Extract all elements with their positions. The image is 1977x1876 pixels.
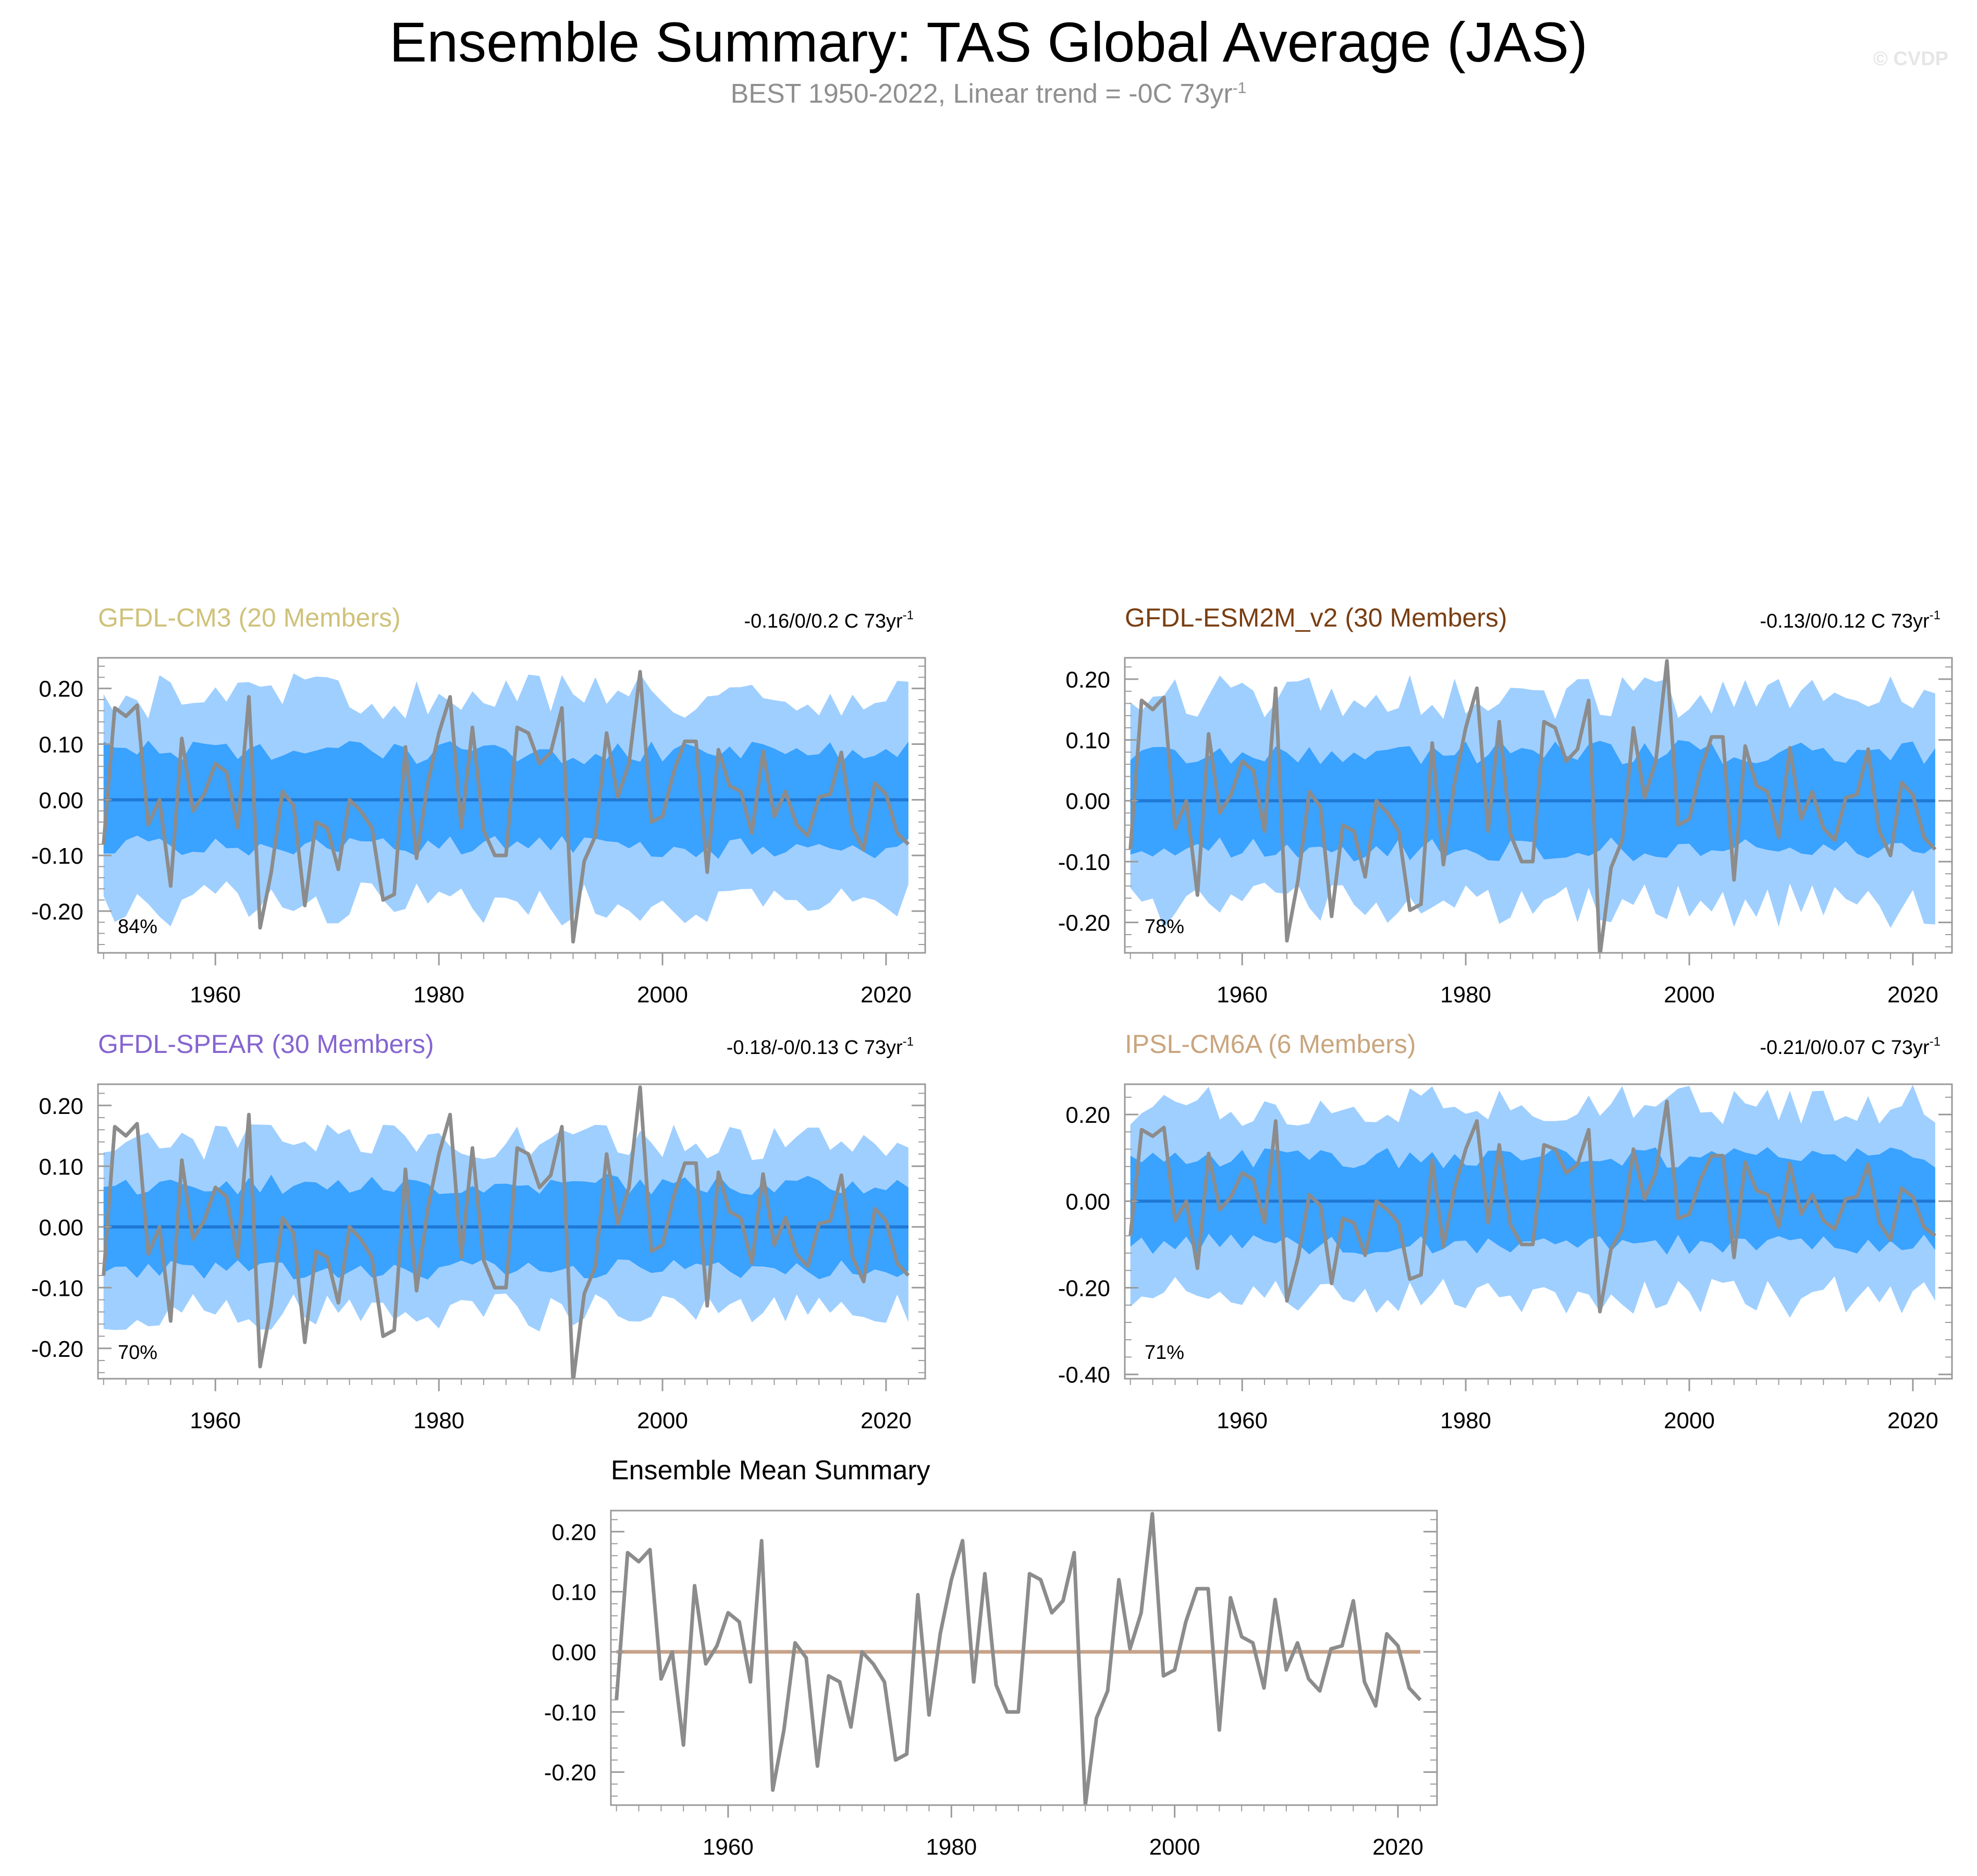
- x-tick-label: 1960: [1217, 982, 1268, 1008]
- x-tick-label: 1960: [190, 982, 241, 1008]
- cvdp-watermark: © CVDP: [1873, 48, 1948, 70]
- y-tick-label: 0.20: [1065, 667, 1110, 693]
- x-tick-label: 2000: [1664, 1408, 1715, 1433]
- plot-area: [1128, 1085, 1936, 1318]
- plot-frame: [97, 657, 926, 954]
- y-tick-label: 0.10: [39, 732, 83, 758]
- y-tick-label: 0.00: [551, 1640, 596, 1665]
- y-tick-label: 0.10: [551, 1580, 596, 1605]
- observed-series-line: [615, 1512, 1422, 1805]
- x-tick-label: 1960: [190, 1408, 241, 1433]
- page-subtitle: BEST 1950-2022, Linear trend = -0C 73yr-…: [0, 78, 1977, 109]
- panel-title: IPSL-CM6A (6 Members): [1125, 1029, 1416, 1059]
- percent-label: 84%: [118, 916, 157, 938]
- y-tick-label: -0.20: [1058, 1276, 1110, 1302]
- y-tick-label: 0.10: [1065, 728, 1110, 754]
- panel-spear: 0.20 0.10 0.00 -0.10 -0.20 1960 1980 2000 2020 GF…: [31, 1029, 926, 1433]
- trend-superscript: -1: [903, 608, 914, 622]
- y-tick-label: 0.20: [1065, 1102, 1110, 1128]
- trend-superscript: -1: [1930, 608, 1941, 622]
- panel-summary: 0.20 0.10 0.00 -0.10 -0.20 1960 1980 2000 2020 En…: [544, 1455, 1438, 1860]
- y-tick-label: 0.10: [39, 1154, 83, 1180]
- observed-series-line: [1128, 1099, 1936, 1314]
- panel-esm2m: 0.20 0.10 0.00 -0.10 -0.20 1960 1980 2000 2020 GF…: [1058, 603, 1953, 1008]
- y-tick-label: -0.40: [1058, 1363, 1110, 1388]
- y-tick-label: -0.20: [31, 899, 83, 925]
- x-tick-label: 1960: [1217, 1408, 1268, 1433]
- panel-title: GFDL-SPEAR (30 Members): [98, 1029, 434, 1059]
- x-tick-label: 2020: [861, 982, 912, 1008]
- trend-label: -0.18/-0/0.13 C 73yr-1: [727, 1035, 914, 1059]
- percent-label: 71%: [1145, 1342, 1184, 1364]
- y-tick-label: -0.20: [544, 1760, 596, 1786]
- panel-title: Ensemble Mean Summary: [611, 1455, 930, 1486]
- y-tick-label: -0.10: [31, 843, 83, 869]
- trend-label: -0.21/0/0.07 C 73yr-1: [1760, 1035, 1941, 1059]
- x-tick-label: 1980: [1440, 1408, 1491, 1433]
- x-tick-label: 2000: [637, 1408, 688, 1433]
- y-tick-label: -0.10: [31, 1276, 83, 1301]
- x-tick-label: 2000: [1149, 1834, 1200, 1860]
- y-tick-label: 0.00: [1065, 1189, 1110, 1215]
- y-tick-label: 0.20: [551, 1519, 596, 1545]
- y-tick-label: 0.00: [39, 1215, 83, 1241]
- y-tick-label: -0.10: [544, 1700, 596, 1725]
- panel-title: GFDL-CM3 (20 Members): [98, 603, 401, 632]
- x-tick-label: 2000: [1664, 982, 1715, 1008]
- panel-title: GFDL-ESM2M_v2 (30 Members): [1125, 603, 1507, 632]
- panel-cm3: 0.20 0.10 0.00 -0.10 -0.20 1960 1980 2000 2020 GF…: [31, 603, 926, 1008]
- y-tick-label: 0.00: [39, 788, 83, 813]
- y-tick-label: 0.20: [39, 1094, 83, 1119]
- plot-frame: [1124, 1083, 1953, 1380]
- panel-ipsl: 0.20 0.00 -0.20 -0.40 1960 1980 2000 2020 IPSL-C…: [1058, 1029, 1953, 1433]
- subtitle-text: BEST 1950-2022, Linear trend = -0C 73yr: [730, 79, 1233, 109]
- y-tick-label: -0.10: [1058, 850, 1110, 875]
- plot-frame: [610, 1510, 1438, 1806]
- percent-label: 78%: [1145, 916, 1184, 938]
- observed-series-line: [1128, 659, 1937, 953]
- plot-area: [615, 1512, 1422, 1805]
- subtitle-superscript: -1: [1232, 79, 1247, 97]
- trend-label: -0.16/0/0.2 C 73yr-1: [744, 608, 914, 632]
- x-tick-label: 1980: [413, 1408, 464, 1433]
- trend-superscript: -1: [1930, 1035, 1941, 1049]
- y-tick-label: -0.20: [1058, 911, 1110, 936]
- x-tick-label: 2000: [637, 982, 688, 1008]
- x-tick-label: 1980: [926, 1834, 977, 1860]
- percent-label: 70%: [118, 1342, 157, 1364]
- plot-area: [102, 1085, 910, 1379]
- x-tick-label: 1980: [413, 982, 464, 1008]
- plot-area: [102, 670, 910, 944]
- page-title: Ensemble Summary: TAS Global Average (JA…: [389, 10, 1588, 73]
- x-tick-label: 2020: [1372, 1834, 1423, 1860]
- observed-series-line: [102, 1085, 910, 1379]
- x-tick-label: 1980: [1440, 982, 1491, 1008]
- observed-series-line: [102, 670, 910, 944]
- x-tick-label: 2020: [861, 1408, 912, 1433]
- y-tick-label: -0.20: [31, 1337, 83, 1362]
- y-tick-label: 0.20: [39, 677, 83, 702]
- plot-frame: [1124, 657, 1953, 954]
- plot-area: [1128, 659, 1937, 953]
- y-tick-label: 0.00: [1065, 789, 1110, 814]
- trend-label: -0.13/0/0.12 C 73yr-1: [1760, 608, 1941, 632]
- plot-frame: [97, 1083, 926, 1380]
- x-tick-label: 2020: [1887, 982, 1938, 1008]
- trend-superscript: -1: [903, 1035, 914, 1049]
- x-tick-label: 1960: [703, 1834, 754, 1860]
- x-tick-label: 2020: [1887, 1408, 1938, 1433]
